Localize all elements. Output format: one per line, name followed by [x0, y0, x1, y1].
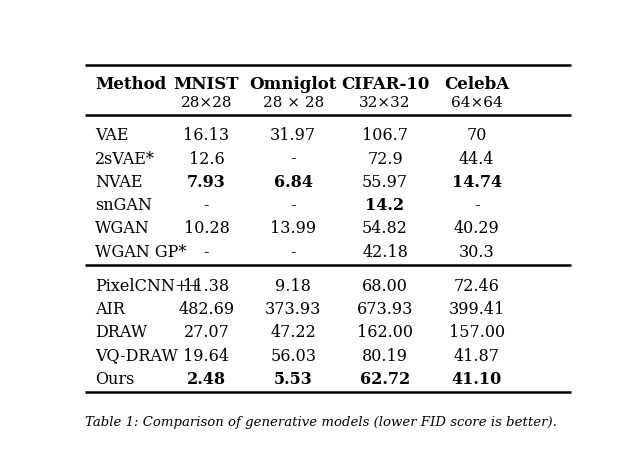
Text: -: - — [291, 197, 296, 214]
Text: 30.3: 30.3 — [459, 243, 495, 260]
Text: 55.97: 55.97 — [362, 174, 408, 190]
Text: CIFAR-10: CIFAR-10 — [341, 76, 429, 93]
Text: 72.9: 72.9 — [367, 150, 403, 167]
Text: 16.13: 16.13 — [184, 127, 230, 144]
Text: 40.29: 40.29 — [454, 220, 500, 237]
Text: 106.7: 106.7 — [362, 127, 408, 144]
Text: VQ-DRAW: VQ-DRAW — [95, 347, 178, 364]
Text: 72.46: 72.46 — [454, 277, 500, 294]
Text: -: - — [204, 197, 209, 214]
Text: 2.48: 2.48 — [187, 370, 226, 387]
Text: 12.6: 12.6 — [189, 150, 225, 167]
Text: 7.93: 7.93 — [187, 174, 226, 190]
Text: 9.18: 9.18 — [275, 277, 311, 294]
Text: VAE: VAE — [95, 127, 129, 144]
Text: 162.00: 162.00 — [357, 323, 413, 341]
Text: 54.82: 54.82 — [362, 220, 408, 237]
Text: -: - — [291, 243, 296, 260]
Text: 6.84: 6.84 — [274, 174, 313, 190]
Text: 47.22: 47.22 — [271, 323, 316, 341]
Text: 11.38: 11.38 — [184, 277, 230, 294]
Text: 14.2: 14.2 — [365, 197, 404, 214]
Text: DRAW: DRAW — [95, 323, 147, 341]
Text: MNIST: MNIST — [173, 76, 239, 93]
Text: Ours: Ours — [95, 370, 134, 387]
Text: WGAN: WGAN — [95, 220, 150, 237]
Text: WGAN GP*: WGAN GP* — [95, 243, 186, 260]
Text: 31.97: 31.97 — [270, 127, 316, 144]
Text: 41.87: 41.87 — [454, 347, 500, 364]
Text: 399.41: 399.41 — [449, 300, 505, 317]
Text: snGAN: snGAN — [95, 197, 152, 214]
Text: NVAE: NVAE — [95, 174, 142, 190]
Text: 42.18: 42.18 — [362, 243, 408, 260]
Text: 19.64: 19.64 — [184, 347, 230, 364]
Text: 5.53: 5.53 — [274, 370, 313, 387]
Text: 68.00: 68.00 — [362, 277, 408, 294]
Text: 32×32: 32×32 — [359, 96, 411, 110]
Text: 13.99: 13.99 — [270, 220, 316, 237]
Text: 80.19: 80.19 — [362, 347, 408, 364]
Text: PixelCNN++: PixelCNN++ — [95, 277, 202, 294]
Text: 28 × 28: 28 × 28 — [262, 96, 324, 110]
Text: 2sVAE*: 2sVAE* — [95, 150, 155, 167]
Text: 14.74: 14.74 — [452, 174, 502, 190]
Text: -: - — [291, 150, 296, 167]
Text: 44.4: 44.4 — [459, 150, 495, 167]
Text: 157.00: 157.00 — [449, 323, 505, 341]
Text: 673.93: 673.93 — [357, 300, 413, 317]
Text: 62.72: 62.72 — [360, 370, 410, 387]
Text: 482.69: 482.69 — [179, 300, 234, 317]
Text: 10.28: 10.28 — [184, 220, 229, 237]
Text: CelebA: CelebA — [444, 76, 509, 93]
Text: Omniglot: Omniglot — [250, 76, 337, 93]
Text: 64×64: 64×64 — [451, 96, 502, 110]
Text: 27.07: 27.07 — [184, 323, 229, 341]
Text: Method: Method — [95, 76, 166, 93]
Text: -: - — [204, 243, 209, 260]
Text: AIR: AIR — [95, 300, 125, 317]
Text: -: - — [474, 197, 479, 214]
Text: Table 1: Comparison of generative models (lower FID score is better).: Table 1: Comparison of generative models… — [85, 415, 557, 428]
Text: 41.10: 41.10 — [452, 370, 502, 387]
Text: 373.93: 373.93 — [265, 300, 321, 317]
Text: 28×28: 28×28 — [180, 96, 232, 110]
Text: 70: 70 — [467, 127, 487, 144]
Text: 56.03: 56.03 — [270, 347, 316, 364]
